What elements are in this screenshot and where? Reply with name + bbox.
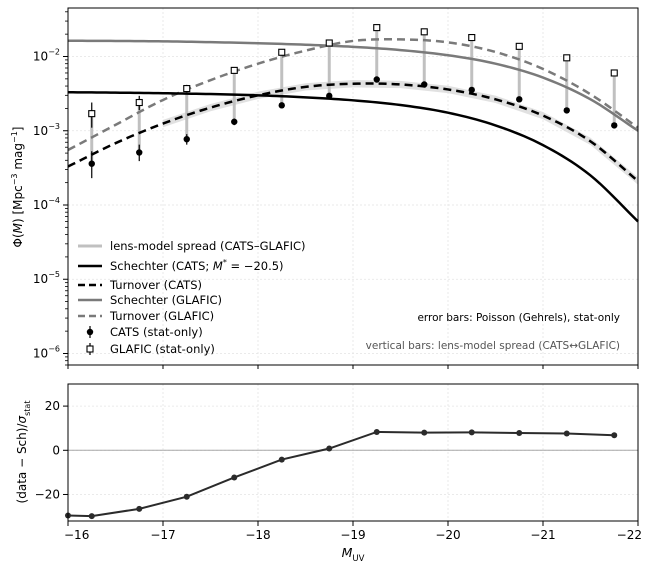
- lf-uncertainty-band: [163, 80, 638, 185]
- residual-point: [326, 445, 333, 452]
- residual-point: [278, 456, 285, 463]
- lf-y-tick-label: 10−4: [33, 196, 60, 212]
- legend-label-turnover-cats: Turnover (CATS): [109, 278, 202, 292]
- residual-point: [468, 429, 475, 436]
- residual-x-tick-label: −22: [617, 528, 642, 542]
- lf-panel: 10−610−510−410−310−2 Φ(M) [Mpc−3 mag−1] …: [10, 7, 639, 369]
- cats-point: [373, 76, 380, 83]
- cats-point: [183, 135, 190, 143]
- lf-y-tick-label: 10−3: [33, 122, 60, 138]
- cats-point: [88, 160, 95, 167]
- residual-point: [231, 474, 238, 481]
- cats-point: [278, 102, 285, 109]
- residual-x-tick-label: −17: [150, 528, 175, 542]
- glafic-point: [88, 110, 96, 118]
- legend-marker-cats: [86, 326, 94, 338]
- residual-panel: −20 0 20 −16 −17 −18 −19 −20 −21 −22 (data − Sch…: [15, 383, 642, 564]
- residual-x-ticks: −16 −17 −18 −19 −20 −21 −22: [64, 521, 642, 542]
- x-axis-label: MUV: [342, 545, 365, 564]
- schechter-cats-line: [67, 91, 639, 223]
- annotation-error-bars: error bars: Poisson (Gehrels), stat-only: [417, 312, 620, 324]
- residual-x-tick-label: −19: [340, 528, 365, 542]
- schechter-glafic-line: [67, 39, 639, 132]
- lf-y-tick-label: 10−2: [33, 48, 60, 64]
- legend-label-cats-points: CATS (stat-only): [110, 325, 203, 339]
- annotation-vertical-bars: vertical bars: lens-model spread (CATS↔G…: [366, 340, 620, 352]
- turnover-cats-band: [163, 80, 638, 185]
- residual-y-tick-label: 0: [52, 443, 60, 457]
- lf-y-ticks: 10−6 10−5 10−4 10−3 10−2: [33, 11, 68, 366]
- residual-x-tick-label: −16: [64, 528, 89, 542]
- glafic-point: [230, 66, 238, 74]
- lf-legend: lens-model spread (CATS–GLAFIC) Schechte…: [78, 239, 306, 356]
- glafic-point: [468, 33, 476, 42]
- legend-label-spread: lens-model spread (CATS–GLAFIC): [110, 239, 306, 253]
- cats-point: [231, 118, 238, 125]
- glafic-point: [515, 42, 523, 50]
- lf-data-points: [88, 24, 618, 179]
- lens-model-spread-bars: [90, 27, 616, 164]
- residual-point: [183, 493, 190, 500]
- residual-point: [136, 505, 143, 512]
- residual-point: [563, 430, 570, 437]
- cats-point: [468, 86, 475, 94]
- cats-point: [563, 107, 570, 114]
- glafic-point: [183, 85, 191, 93]
- lf-y-tick-label: 10−6: [33, 344, 60, 360]
- legend-label-turnover-glafic: Turnover (GLAFIC): [109, 309, 214, 323]
- lf-y-tick-label: 10−5: [33, 270, 60, 286]
- lf-model-curves: [67, 38, 639, 223]
- turnover-glafic-line: [67, 38, 639, 152]
- cats-point: [326, 92, 333, 100]
- cats-point: [516, 96, 523, 103]
- glafic-point: [135, 98, 143, 107]
- lf-y-axis-label: Φ(M) [Mpc−3 mag−1]: [10, 126, 25, 247]
- residual-point: [611, 432, 618, 439]
- glafic-point: [278, 48, 286, 56]
- residual-point: [516, 430, 523, 437]
- residual-y-ticks: −20 0 20: [35, 399, 68, 501]
- glafic-point: [563, 54, 571, 62]
- cats-point: [611, 122, 618, 129]
- legend-label-glafic-points: GLAFIC (stat-only): [110, 342, 215, 356]
- legend-marker-glafic: [86, 343, 94, 355]
- residual-y-axis-label: (data − Sch)/σstat: [15, 401, 32, 504]
- residual-point: [88, 513, 95, 520]
- residual-x-tick-label: −21: [530, 528, 555, 542]
- residual-x-tick-label: −18: [245, 528, 270, 542]
- residual-x-tick-label: −20: [435, 528, 460, 542]
- glafic-point: [325, 39, 333, 47]
- legend-label-schechter-cats: Schechter (CATS; M* = −20.5): [110, 258, 284, 273]
- glafic-point: [420, 28, 428, 36]
- residual-y-tick-label: 20: [45, 399, 60, 413]
- cats-point: [136, 149, 143, 156]
- turnover-cats-line: [67, 82, 639, 183]
- lf-x-ticks: [67, 365, 639, 369]
- residual-series: [65, 428, 618, 520]
- residual-point: [373, 428, 380, 435]
- residual-y-tick-label: −20: [35, 487, 60, 501]
- legend-label-schechter-glafic: Schechter (GLAFIC): [110, 293, 222, 307]
- residual-point: [421, 429, 428, 436]
- glafic-point: [610, 69, 618, 77]
- cats-point: [421, 81, 428, 88]
- glafic-point: [373, 24, 381, 32]
